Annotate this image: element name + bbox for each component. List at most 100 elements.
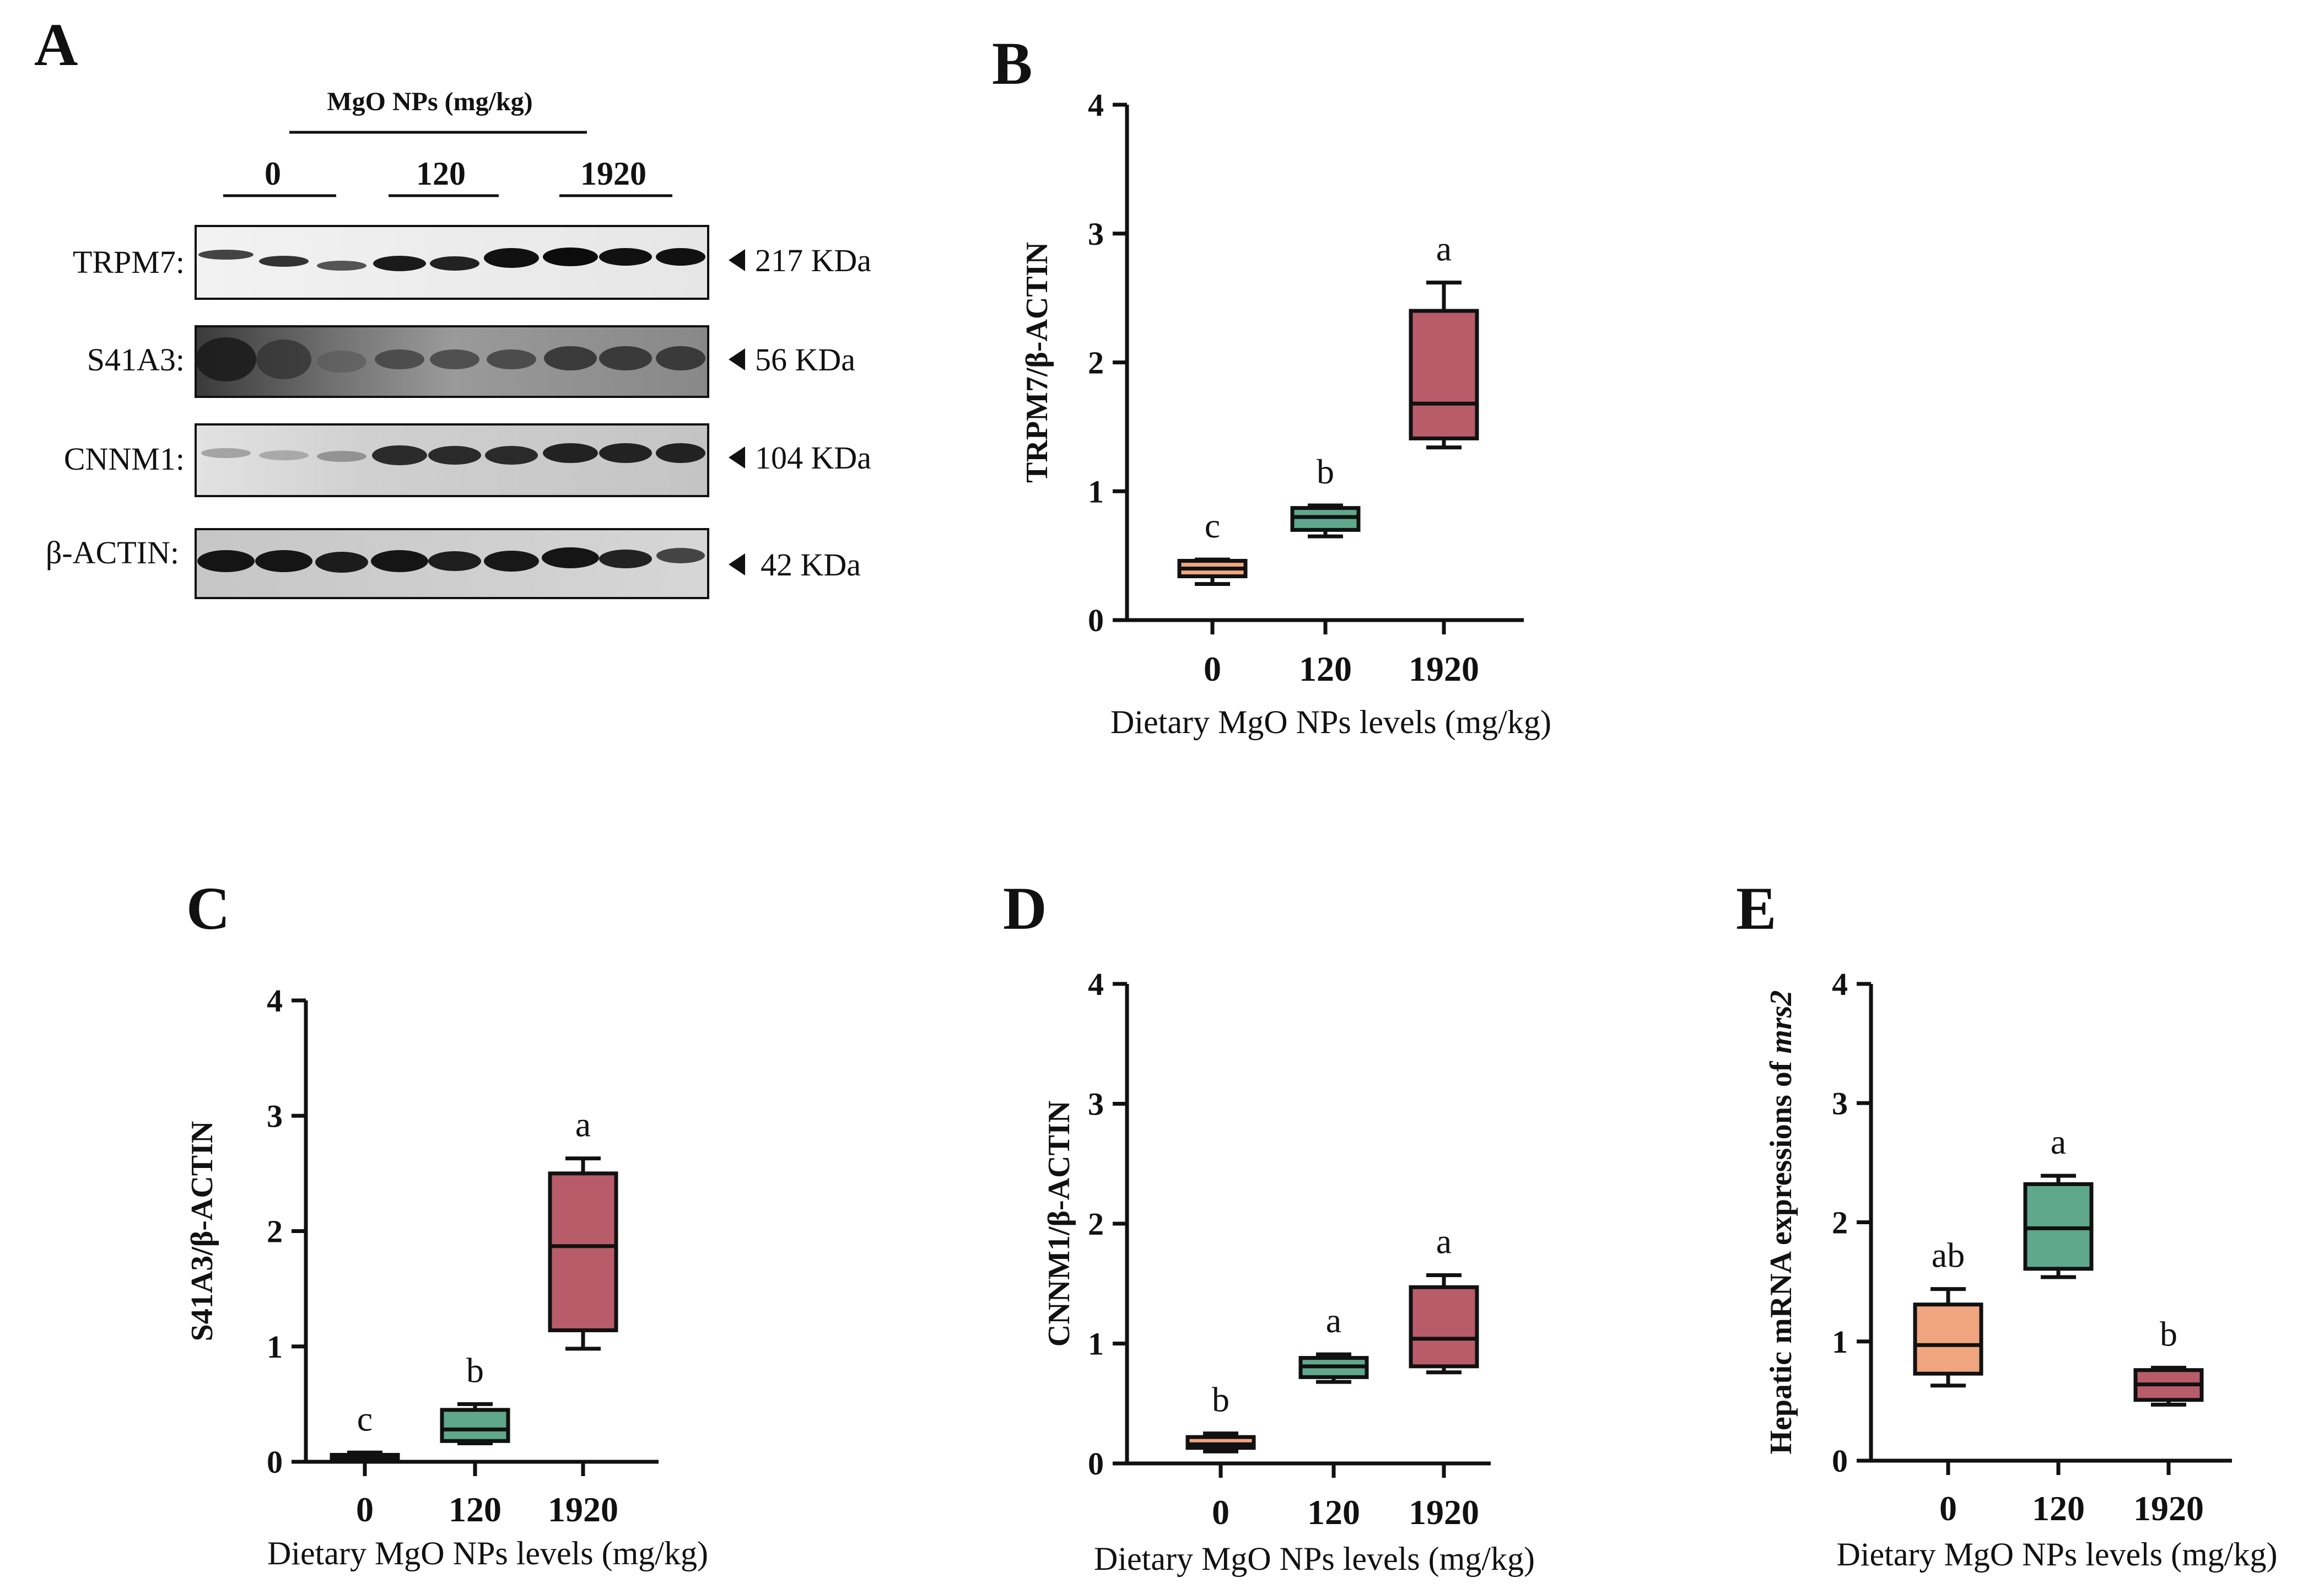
y-axis-title-text: TRPM7/β-ACTIN: [1020, 242, 1054, 483]
y-tick-label: 2: [1832, 1205, 1848, 1241]
significance-letter: c: [1205, 506, 1220, 545]
arrow-s41a3: [729, 348, 745, 370]
box-1920: a: [1409, 229, 1479, 450]
band: [371, 550, 428, 572]
western-blot-panel: MgO NPs (mg/kg) 0 120 1920 TRPM7:: [46, 87, 871, 599]
band: [375, 349, 424, 369]
band: [656, 346, 705, 370]
box-body: [1409, 1285, 1479, 1369]
significance-letter: b: [2160, 1314, 2177, 1353]
x-axis-title: Dietary MgO NPs levels (mg/kg): [267, 1535, 708, 1571]
treatment-header: MgO NPs (mg/kg): [327, 87, 532, 116]
band: [599, 346, 652, 370]
chart-panel-e: 0 1 2 3 4 0 120 1920 Dietary MgO NPs levels (mg/…: [1764, 966, 2277, 1573]
group-label-1920: 1920: [580, 155, 646, 192]
band: [198, 250, 254, 260]
y-tick-label: 4: [1832, 966, 1848, 1002]
x-tick-label: 1920: [548, 1490, 618, 1529]
y-tick-label: 4: [267, 983, 283, 1019]
box-120: a: [1298, 1301, 1369, 1384]
blot-size-cnnm1: 104 KDa: [755, 440, 871, 476]
chart-panel-c: 0 1 2 3 4 0 120 1920 Dietary MgO NPs levels (mg/…: [185, 983, 708, 1571]
x-axis-title: Dietary MgO NPs levels (mg/kg): [1110, 704, 1551, 740]
panel-letter-b: B: [992, 30, 1032, 97]
blot-label-s41a3: S41A3:: [87, 342, 185, 378]
x-axis-title: Dietary MgO NPs levels (mg/kg): [1837, 1536, 2278, 1573]
band: [656, 548, 705, 563]
x-tick-label: 1920: [1409, 649, 1479, 688]
y-axis-title: S41A3/β-ACTIN: [185, 1121, 219, 1342]
bands-cnnm1: [201, 443, 705, 465]
y-axis-title-text: S41A3/β-ACTIN: [185, 1121, 219, 1342]
band: [599, 248, 652, 266]
y-tick-label: 4: [1088, 966, 1104, 1002]
significance-letter: a: [1326, 1301, 1341, 1340]
band: [373, 256, 426, 271]
x-tick-label: 120: [1299, 649, 1352, 688]
y-tick-label: 3: [1088, 1086, 1104, 1122]
panel-letter-c: C: [186, 875, 230, 942]
y-axis-title: TRPM7/β-ACTIN: [1020, 242, 1054, 483]
x-tick-label: 0: [1212, 1493, 1230, 1532]
box-1920: b: [2133, 1314, 2204, 1407]
band: [196, 337, 256, 381]
x-tick-label: 120: [449, 1490, 502, 1529]
significance-letter: ab: [1932, 1236, 1965, 1275]
band: [317, 351, 366, 373]
significance-letter: b: [1317, 452, 1334, 491]
y-tick-label: 0: [1088, 1446, 1104, 1482]
y-tick-label: 4: [1088, 87, 1104, 123]
x-axis-title: Dietary MgO NPs levels (mg/kg): [1094, 1541, 1535, 1577]
y-tick-label: 1: [1832, 1324, 1848, 1360]
panel-letter-d: D: [1003, 875, 1047, 942]
group-label-120: 120: [416, 155, 466, 192]
band: [317, 451, 366, 462]
panel-letter-a: A: [34, 11, 78, 78]
y-tick-label: 3: [1832, 1085, 1848, 1121]
x-tick-label: 1920: [2133, 1489, 2204, 1528]
y-tick-label: 0: [1832, 1443, 1848, 1479]
band: [430, 256, 479, 271]
significance-letter: b: [466, 1350, 484, 1390]
band: [259, 450, 309, 460]
box-body: [1409, 309, 1479, 440]
blot-size-trpm7: 217 KDa: [755, 243, 871, 278]
y-tick-label: 0: [267, 1444, 283, 1480]
box-120: b: [1290, 452, 1361, 539]
blot-label-cnnm1: CNNM1:: [64, 441, 185, 477]
x-tick-label: 120: [1307, 1493, 1360, 1532]
y-tick-label: 3: [1088, 216, 1104, 252]
band: [543, 443, 598, 463]
significance-letter: a: [1436, 229, 1452, 268]
band: [430, 349, 479, 369]
x-tick-label: 0: [356, 1490, 374, 1529]
x-tick-label: 1920: [1409, 1493, 1479, 1532]
y-tick-label: 1: [1088, 473, 1104, 509]
blot-label-trpm7: TRPM7:: [73, 244, 185, 280]
box-0: c: [330, 1399, 400, 1463]
box-1920: a: [1409, 1222, 1479, 1375]
box-0: c: [1177, 506, 1248, 586]
box-body: [1913, 1302, 1983, 1376]
box-0: b: [1185, 1380, 1256, 1454]
bands-beta-actin: [197, 547, 705, 573]
box-0: ab: [1913, 1236, 1983, 1388]
band: [544, 346, 597, 370]
bands-trpm7: [198, 247, 705, 271]
significance-letter: c: [357, 1399, 373, 1438]
arrow-cnnm1: [729, 446, 745, 469]
band: [428, 446, 481, 465]
band: [599, 443, 652, 463]
band: [484, 248, 539, 268]
chart-panel-d: 0 1 2 3 4 0 120 1920 Dietary MgO NPs levels (mg/…: [1042, 966, 1535, 1577]
band: [317, 261, 366, 271]
box-1920: a: [548, 1105, 618, 1351]
x-tick-label: 120: [2032, 1489, 2085, 1528]
box-120: a: [2023, 1122, 2094, 1279]
band: [255, 550, 312, 572]
band: [542, 547, 599, 568]
y-tick-label: 2: [1088, 1206, 1104, 1242]
band: [485, 446, 538, 465]
box-body: [548, 1171, 618, 1332]
